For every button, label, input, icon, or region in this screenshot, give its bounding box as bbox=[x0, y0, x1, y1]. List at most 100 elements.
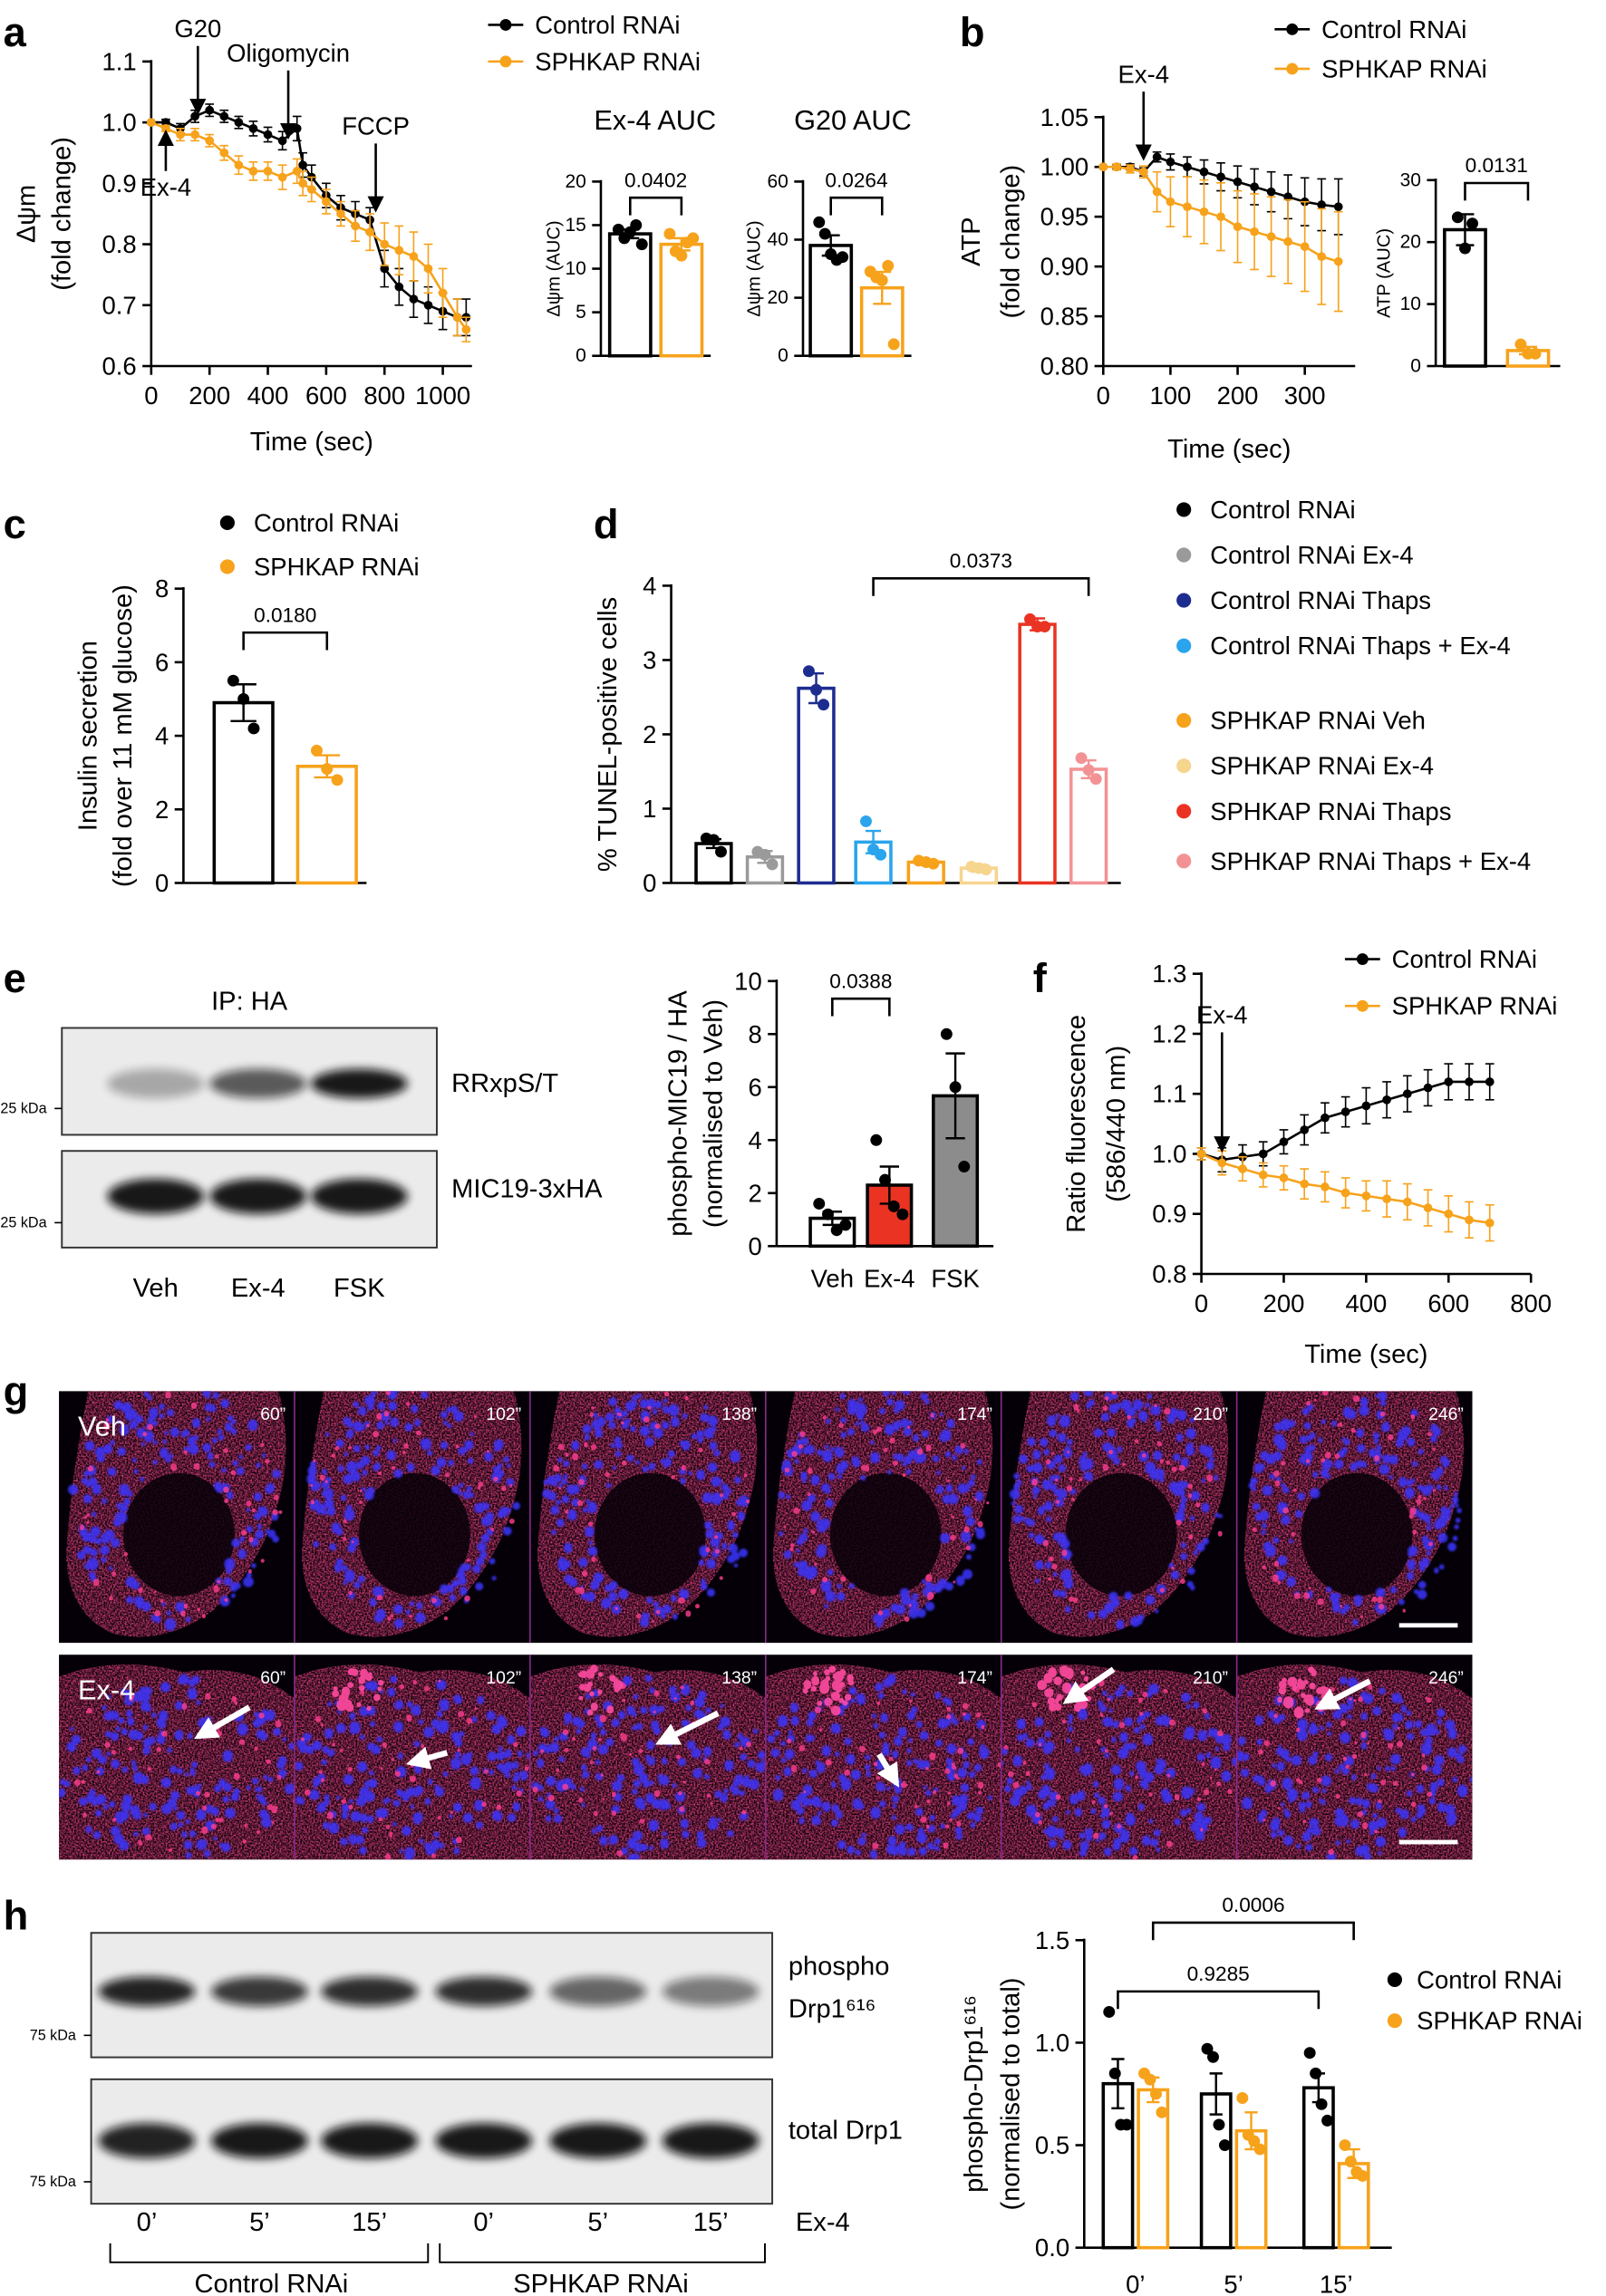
data-point bbox=[1423, 1083, 1433, 1093]
data-point bbox=[1266, 232, 1276, 242]
mitochondria bbox=[1248, 1391, 1463, 1626]
legend-marker bbox=[499, 19, 512, 31]
timestamp: 60” bbox=[260, 1404, 285, 1424]
error-bar bbox=[1111, 2058, 1125, 2110]
data-point bbox=[896, 1208, 909, 1220]
data-point bbox=[219, 148, 229, 158]
data-point bbox=[1382, 1095, 1391, 1105]
data-point bbox=[1485, 1218, 1495, 1228]
y-axis-label: % TUNEL-positive cells bbox=[594, 597, 623, 872]
y-axis-label: Δψm (AUC) bbox=[544, 220, 564, 316]
x-tick-label: 300 bbox=[1284, 381, 1326, 410]
x-axis-label: Time (sec) bbox=[1167, 435, 1291, 464]
annotation: Ex-4 bbox=[140, 173, 191, 201]
data-point bbox=[1514, 338, 1527, 351]
data-point bbox=[423, 264, 433, 274]
data-point bbox=[1199, 207, 1209, 217]
data-point bbox=[205, 105, 215, 115]
data-point bbox=[1233, 177, 1243, 187]
x-axis-label: Time (sec) bbox=[1304, 1340, 1427, 1369]
y-tick-label: 0.8 bbox=[1152, 1259, 1186, 1288]
micrograph bbox=[59, 1391, 295, 1644]
data-point bbox=[1310, 2067, 1322, 2079]
x-tick-label: 800 bbox=[363, 381, 405, 410]
y-tick-label: 0.7 bbox=[102, 291, 137, 319]
blot-row-label: MIC19-3xHA bbox=[451, 1174, 603, 1203]
data-point bbox=[663, 227, 676, 240]
data-point bbox=[1451, 211, 1464, 224]
y-tick-label: 0 bbox=[576, 345, 586, 366]
blot-band bbox=[211, 1976, 308, 2007]
nucleus bbox=[359, 1472, 470, 1597]
p-value: 0.0006 bbox=[1222, 1894, 1284, 1916]
y-tick-label: 0 bbox=[778, 345, 788, 366]
data-point bbox=[839, 1219, 852, 1231]
y-tick-label: 1.0 bbox=[1152, 1140, 1186, 1168]
micrograph bbox=[1236, 1391, 1473, 1644]
data-point bbox=[1166, 157, 1175, 167]
timestamp: 246” bbox=[1428, 1668, 1464, 1688]
data-point bbox=[887, 1200, 900, 1212]
data-point bbox=[277, 136, 287, 146]
annotation-arrow bbox=[405, 1746, 449, 1770]
timestamp: 246” bbox=[1428, 1404, 1464, 1424]
blot-membrane bbox=[90, 2078, 774, 2205]
data-point bbox=[219, 111, 229, 121]
lane-label: 0’ bbox=[137, 2208, 158, 2237]
y-tick-label: 3 bbox=[643, 646, 656, 674]
y-tick-label: 0.85 bbox=[1040, 303, 1088, 331]
data-point bbox=[1144, 2073, 1156, 2086]
x-tick-label: 15’ bbox=[1320, 2271, 1353, 2296]
data-point bbox=[1340, 1188, 1350, 1198]
data-point bbox=[1339, 2139, 1351, 2152]
data-point bbox=[707, 834, 720, 846]
y-tick-label: 1.00 bbox=[1040, 153, 1088, 181]
data-point bbox=[1217, 1158, 1227, 1168]
x-tick-label: 0’ bbox=[1126, 2271, 1145, 2296]
data-point bbox=[234, 160, 244, 170]
data-point bbox=[351, 221, 360, 231]
data-point bbox=[1283, 192, 1292, 202]
y-axis-label: ATP bbox=[957, 217, 986, 265]
significance-bracket bbox=[829, 196, 884, 216]
data-point bbox=[1321, 1182, 1330, 1191]
data-point bbox=[438, 288, 448, 298]
y-tick-label: 10 bbox=[565, 258, 585, 279]
blot-band bbox=[662, 2123, 759, 2159]
mitochondria bbox=[67, 1391, 281, 1631]
legend-label: SPHKAP RNAi Ex-4 bbox=[1210, 752, 1434, 780]
blot-band bbox=[107, 1178, 205, 1214]
blot-band bbox=[98, 2123, 196, 2159]
data-point bbox=[875, 848, 887, 861]
data-point bbox=[1238, 1164, 1247, 1173]
y-tick-label: 1.5 bbox=[1035, 1926, 1069, 1954]
bar bbox=[607, 232, 653, 358]
timestamp: 138” bbox=[721, 1404, 757, 1424]
data-point bbox=[1098, 162, 1108, 172]
blot-row-label: phospho bbox=[788, 1952, 890, 1981]
x-tick-label: 0 bbox=[144, 381, 158, 410]
data-point bbox=[1361, 1101, 1371, 1111]
data-point bbox=[1444, 1209, 1454, 1219]
significance-bracket bbox=[1151, 1921, 1355, 1941]
y-tick-label: 0.9 bbox=[1152, 1200, 1186, 1228]
data-point bbox=[687, 232, 700, 245]
blot-title: IP: HA bbox=[211, 987, 288, 1016]
data-point bbox=[227, 674, 239, 687]
data-point bbox=[949, 1081, 962, 1094]
data-point bbox=[715, 845, 727, 858]
data-point bbox=[277, 172, 287, 182]
y-tick-label: 0.6 bbox=[102, 352, 137, 381]
data-point bbox=[394, 246, 404, 256]
data-point bbox=[461, 324, 471, 334]
data-point bbox=[1300, 1125, 1310, 1134]
data-point bbox=[1444, 1077, 1454, 1086]
data-point bbox=[394, 282, 404, 292]
treatment-label: Ex-4 bbox=[796, 2208, 850, 2237]
series-line bbox=[1103, 165, 1340, 263]
annotation: Ex-4 bbox=[1196, 1000, 1247, 1028]
data-point bbox=[1283, 236, 1292, 246]
timestamp: 210” bbox=[1193, 1668, 1228, 1688]
data-point bbox=[675, 249, 688, 262]
